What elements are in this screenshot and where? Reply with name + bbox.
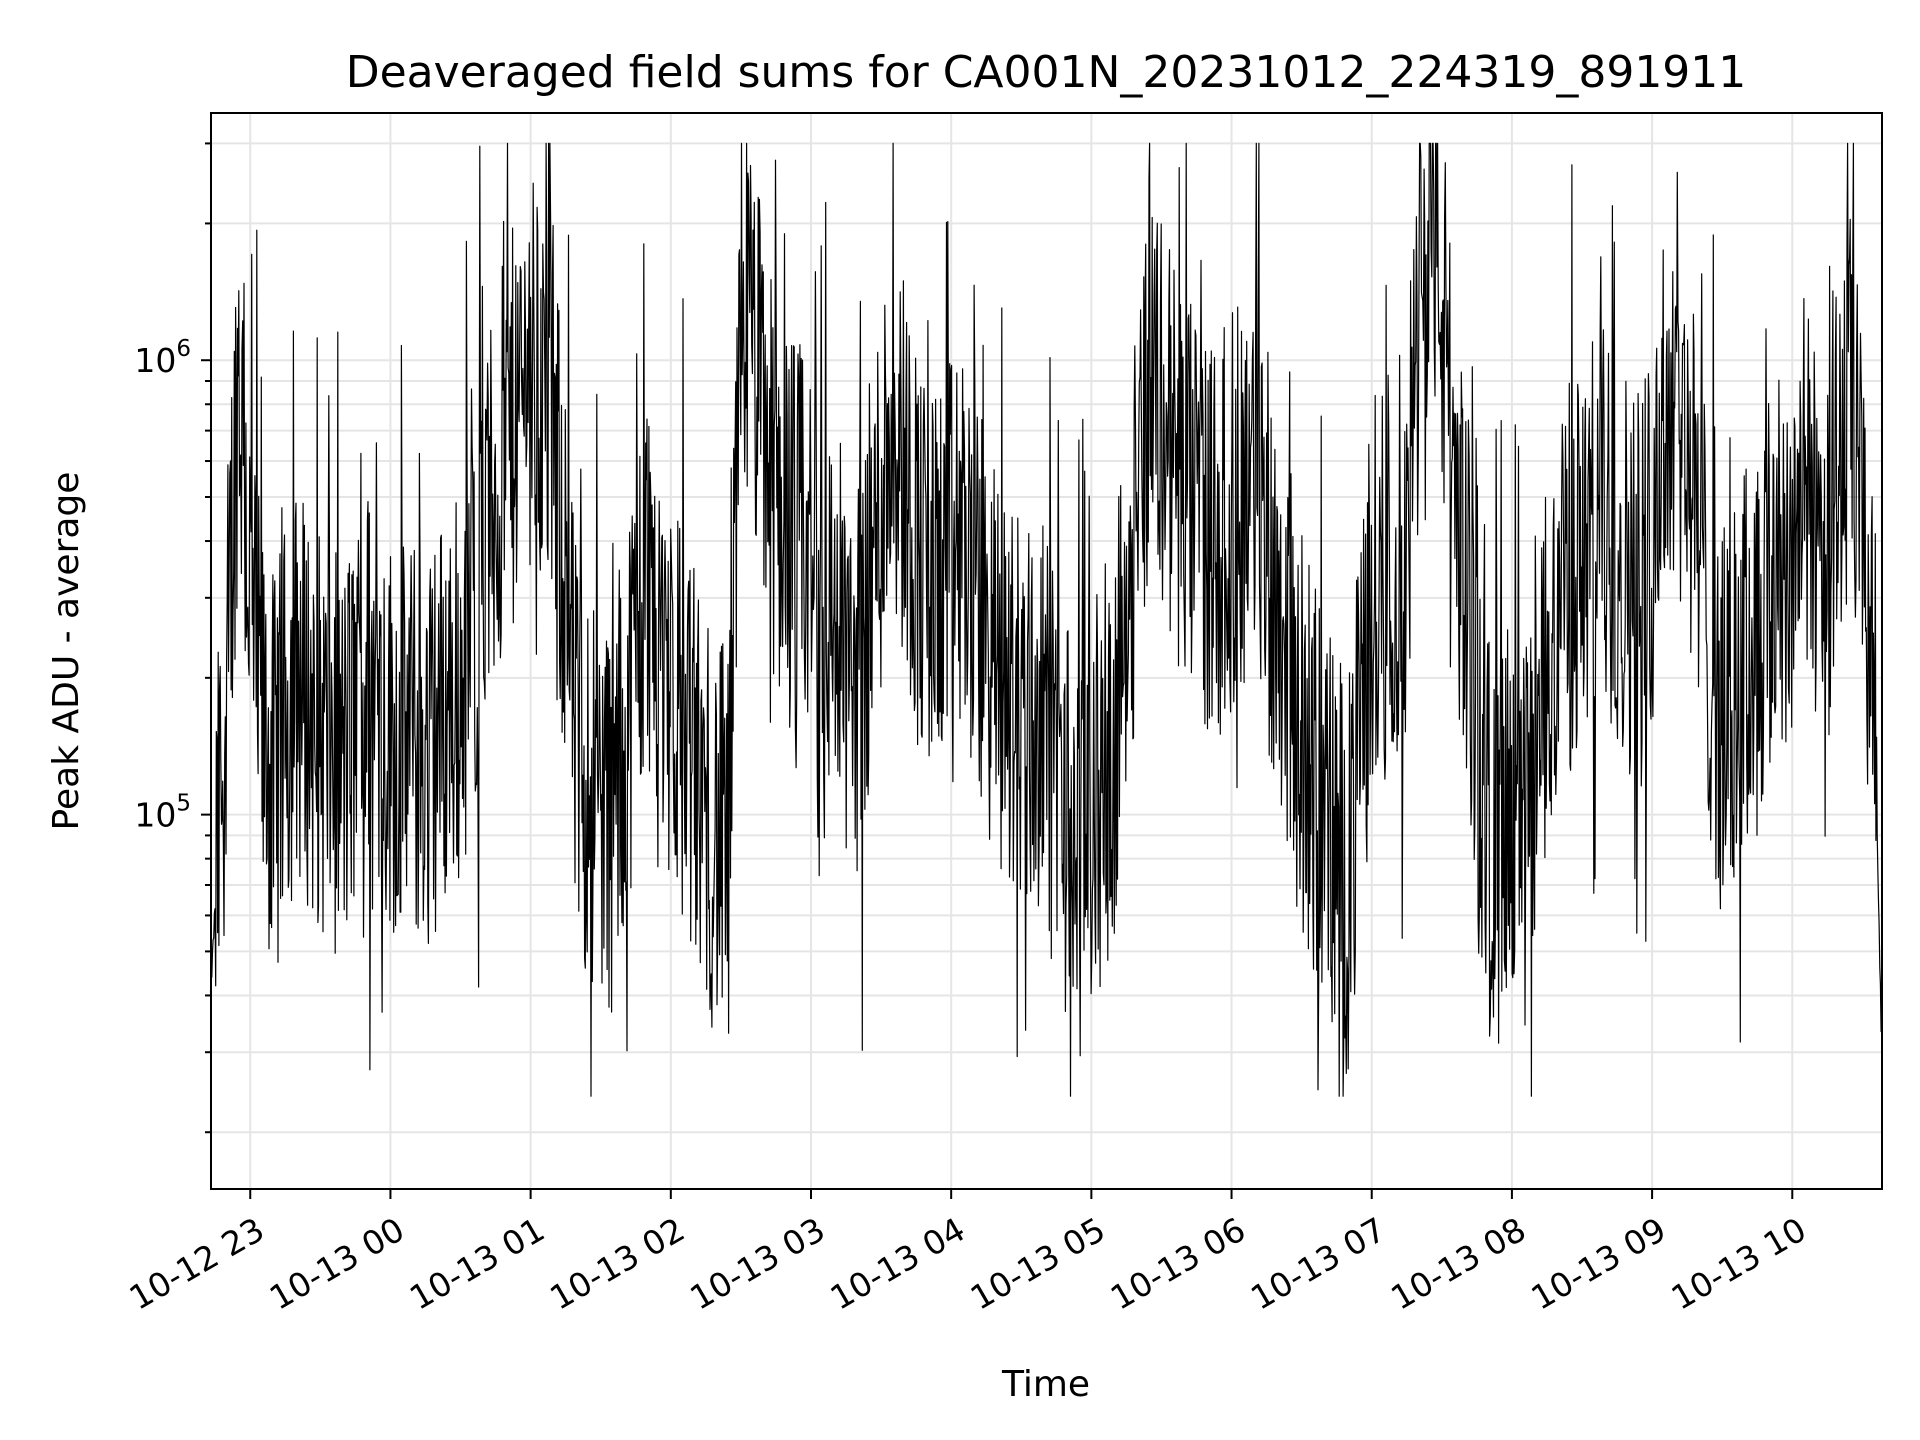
- y-tick-label: 106: [134, 336, 191, 380]
- plot-frame: [210, 112, 1883, 1190]
- chart-title: Deaveraged field sums for CA001N_2023101…: [346, 47, 1747, 98]
- series-line: [209, 142, 1882, 1097]
- x-axis-label: Time: [1001, 1364, 1090, 1405]
- y-axis-label: Peak ADU - average: [46, 472, 87, 831]
- series-line-layer: [209, 142, 1882, 1097]
- y-tick-label: 105: [134, 791, 191, 835]
- y-axis-ticks: 105 106: [134, 142, 211, 1134]
